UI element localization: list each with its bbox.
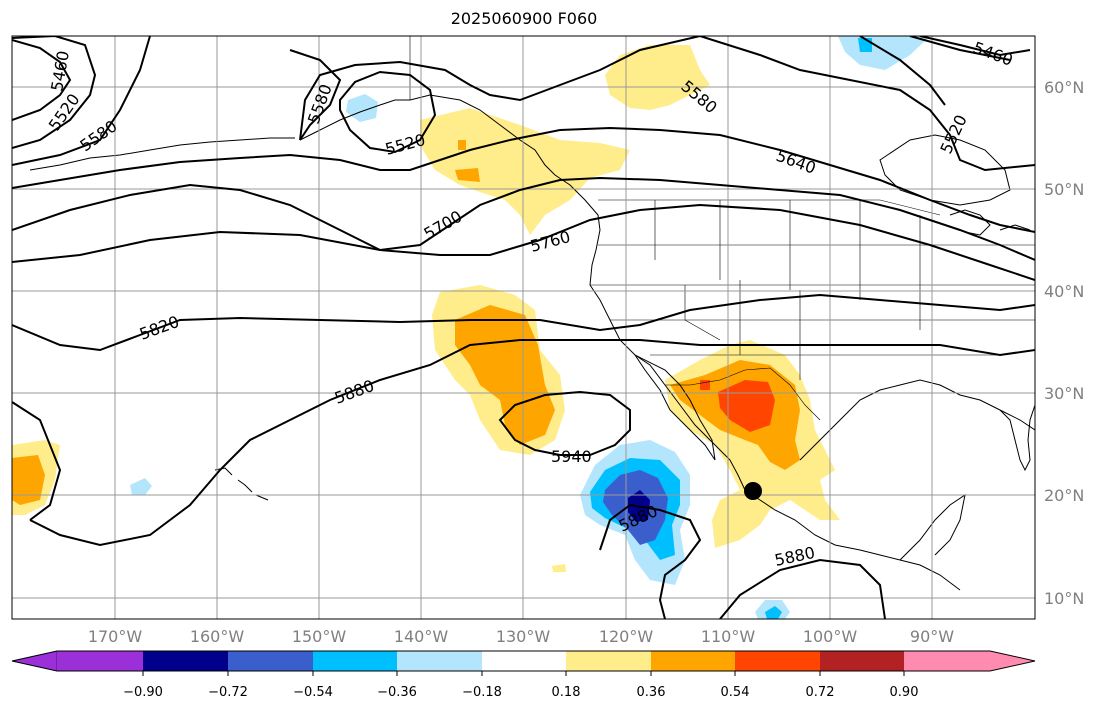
contour-5580-right: [859, 36, 946, 106]
lon-label: 150°W: [292, 627, 347, 646]
lon-label: 130°W: [496, 627, 551, 646]
colorbar-segment: [482, 651, 566, 671]
contour-5760: [12, 203, 1035, 281]
contour-5520-left: [12, 36, 97, 149]
contour-5640-right: [909, 36, 1011, 61]
storm-center-marker: [744, 482, 762, 500]
anomaly-fills: [12, 36, 930, 619]
contour-5520-right: [699, 36, 1035, 172]
colorbar-tick-label: 0.54: [721, 685, 750, 700]
colorbar-segment: [143, 651, 228, 671]
colorbar-tick-label: −0.90: [123, 685, 163, 700]
height-contours: [12, 36, 1035, 619]
colorbar-segment: [820, 651, 904, 671]
colorbar-segment: [651, 651, 735, 671]
colorbar-segment: [566, 651, 651, 671]
lon-label: 140°W: [394, 627, 449, 646]
contour-5580-low: [289, 49, 342, 141]
negative-anomaly-region: [346, 94, 378, 122]
colorbar-tick-label: 0.36: [637, 685, 666, 700]
lat-label: 50°N: [1044, 180, 1084, 199]
contour-5580-left: [12, 36, 151, 166]
colorbar-tick-label: −0.18: [462, 685, 502, 700]
contour-5460-left: [12, 39, 72, 121]
colorbar-segment: [397, 651, 482, 671]
contour-5940: [498, 390, 631, 456]
yucatan: [899, 493, 966, 561]
lat-label: 60°N: [1044, 78, 1084, 97]
contour-5520-low: [339, 70, 437, 154]
colorbar-segment: [313, 651, 397, 671]
florida: [999, 404, 1035, 472]
colorbar-segment: [735, 651, 820, 671]
lon-label: 120°W: [599, 627, 654, 646]
contour-5880: [12, 339, 1035, 547]
longitude-axis: 170°W 160°W 150°W 140°W 130°W 120°W 110°…: [88, 627, 954, 646]
colorbar-outline: [11, 650, 1036, 672]
colorbar-tick-label: 0.72: [806, 685, 835, 700]
lon-label: 170°W: [88, 627, 143, 646]
lon-label: 100°W: [803, 627, 858, 646]
positive-anomaly-region: [605, 45, 710, 110]
contour-5580-ring: [299, 36, 701, 141]
lon-label: 90°W: [910, 627, 954, 646]
aleutian-islands: [29, 137, 295, 171]
colorbar-segment: [57, 651, 143, 671]
colorbar: −0.90 −0.72 −0.54 −0.36 −0.18 0.18 0.36 …: [11, 650, 1036, 700]
coastlines: [29, 94, 1035, 591]
colorbar-tick-label: −0.36: [377, 685, 417, 700]
colorbar-tick-label: 0.18: [552, 685, 581, 700]
contour-5640: [12, 126, 1035, 233]
lon-label: 160°W: [190, 627, 245, 646]
contour-label: 5940: [551, 447, 592, 466]
alaska-peninsula: [299, 99, 410, 141]
hudson-bay: [879, 134, 1011, 206]
colorbar-segment: [228, 651, 313, 671]
colorbar-tick-label: −0.54: [293, 685, 333, 700]
contour-5460-right: [919, 36, 1031, 57]
colorbar-tick-label: −0.72: [208, 685, 248, 700]
positive-anomaly-region: [420, 108, 630, 235]
colorbar-segment: [904, 651, 990, 671]
contour-5880-southeast: [719, 558, 886, 619]
map-title: 2025060900 F060: [450, 9, 598, 28]
lon-label: 110°W: [701, 627, 756, 646]
lat-label: 20°N: [1044, 486, 1084, 505]
lat-label: 10°N: [1044, 589, 1084, 608]
colorbar-tick-label: 0.90: [890, 685, 919, 700]
lat-label: 40°N: [1044, 282, 1084, 301]
lat-label: 30°N: [1044, 384, 1084, 403]
map-frame: [11, 35, 1036, 620]
contour-5880-south: [599, 503, 702, 619]
hawaii-islands: [214, 467, 269, 501]
political-borders: [409, 36, 1035, 421]
colorbar-segment: [990, 651, 1035, 671]
contour-5820: [12, 293, 1035, 352]
colorbar-segment: [11, 650, 58, 672]
latitude-axis: 60°N 50°N 40°N 30°N 20°N 10°N: [1044, 78, 1084, 608]
contour-5700: [12, 176, 1035, 261]
